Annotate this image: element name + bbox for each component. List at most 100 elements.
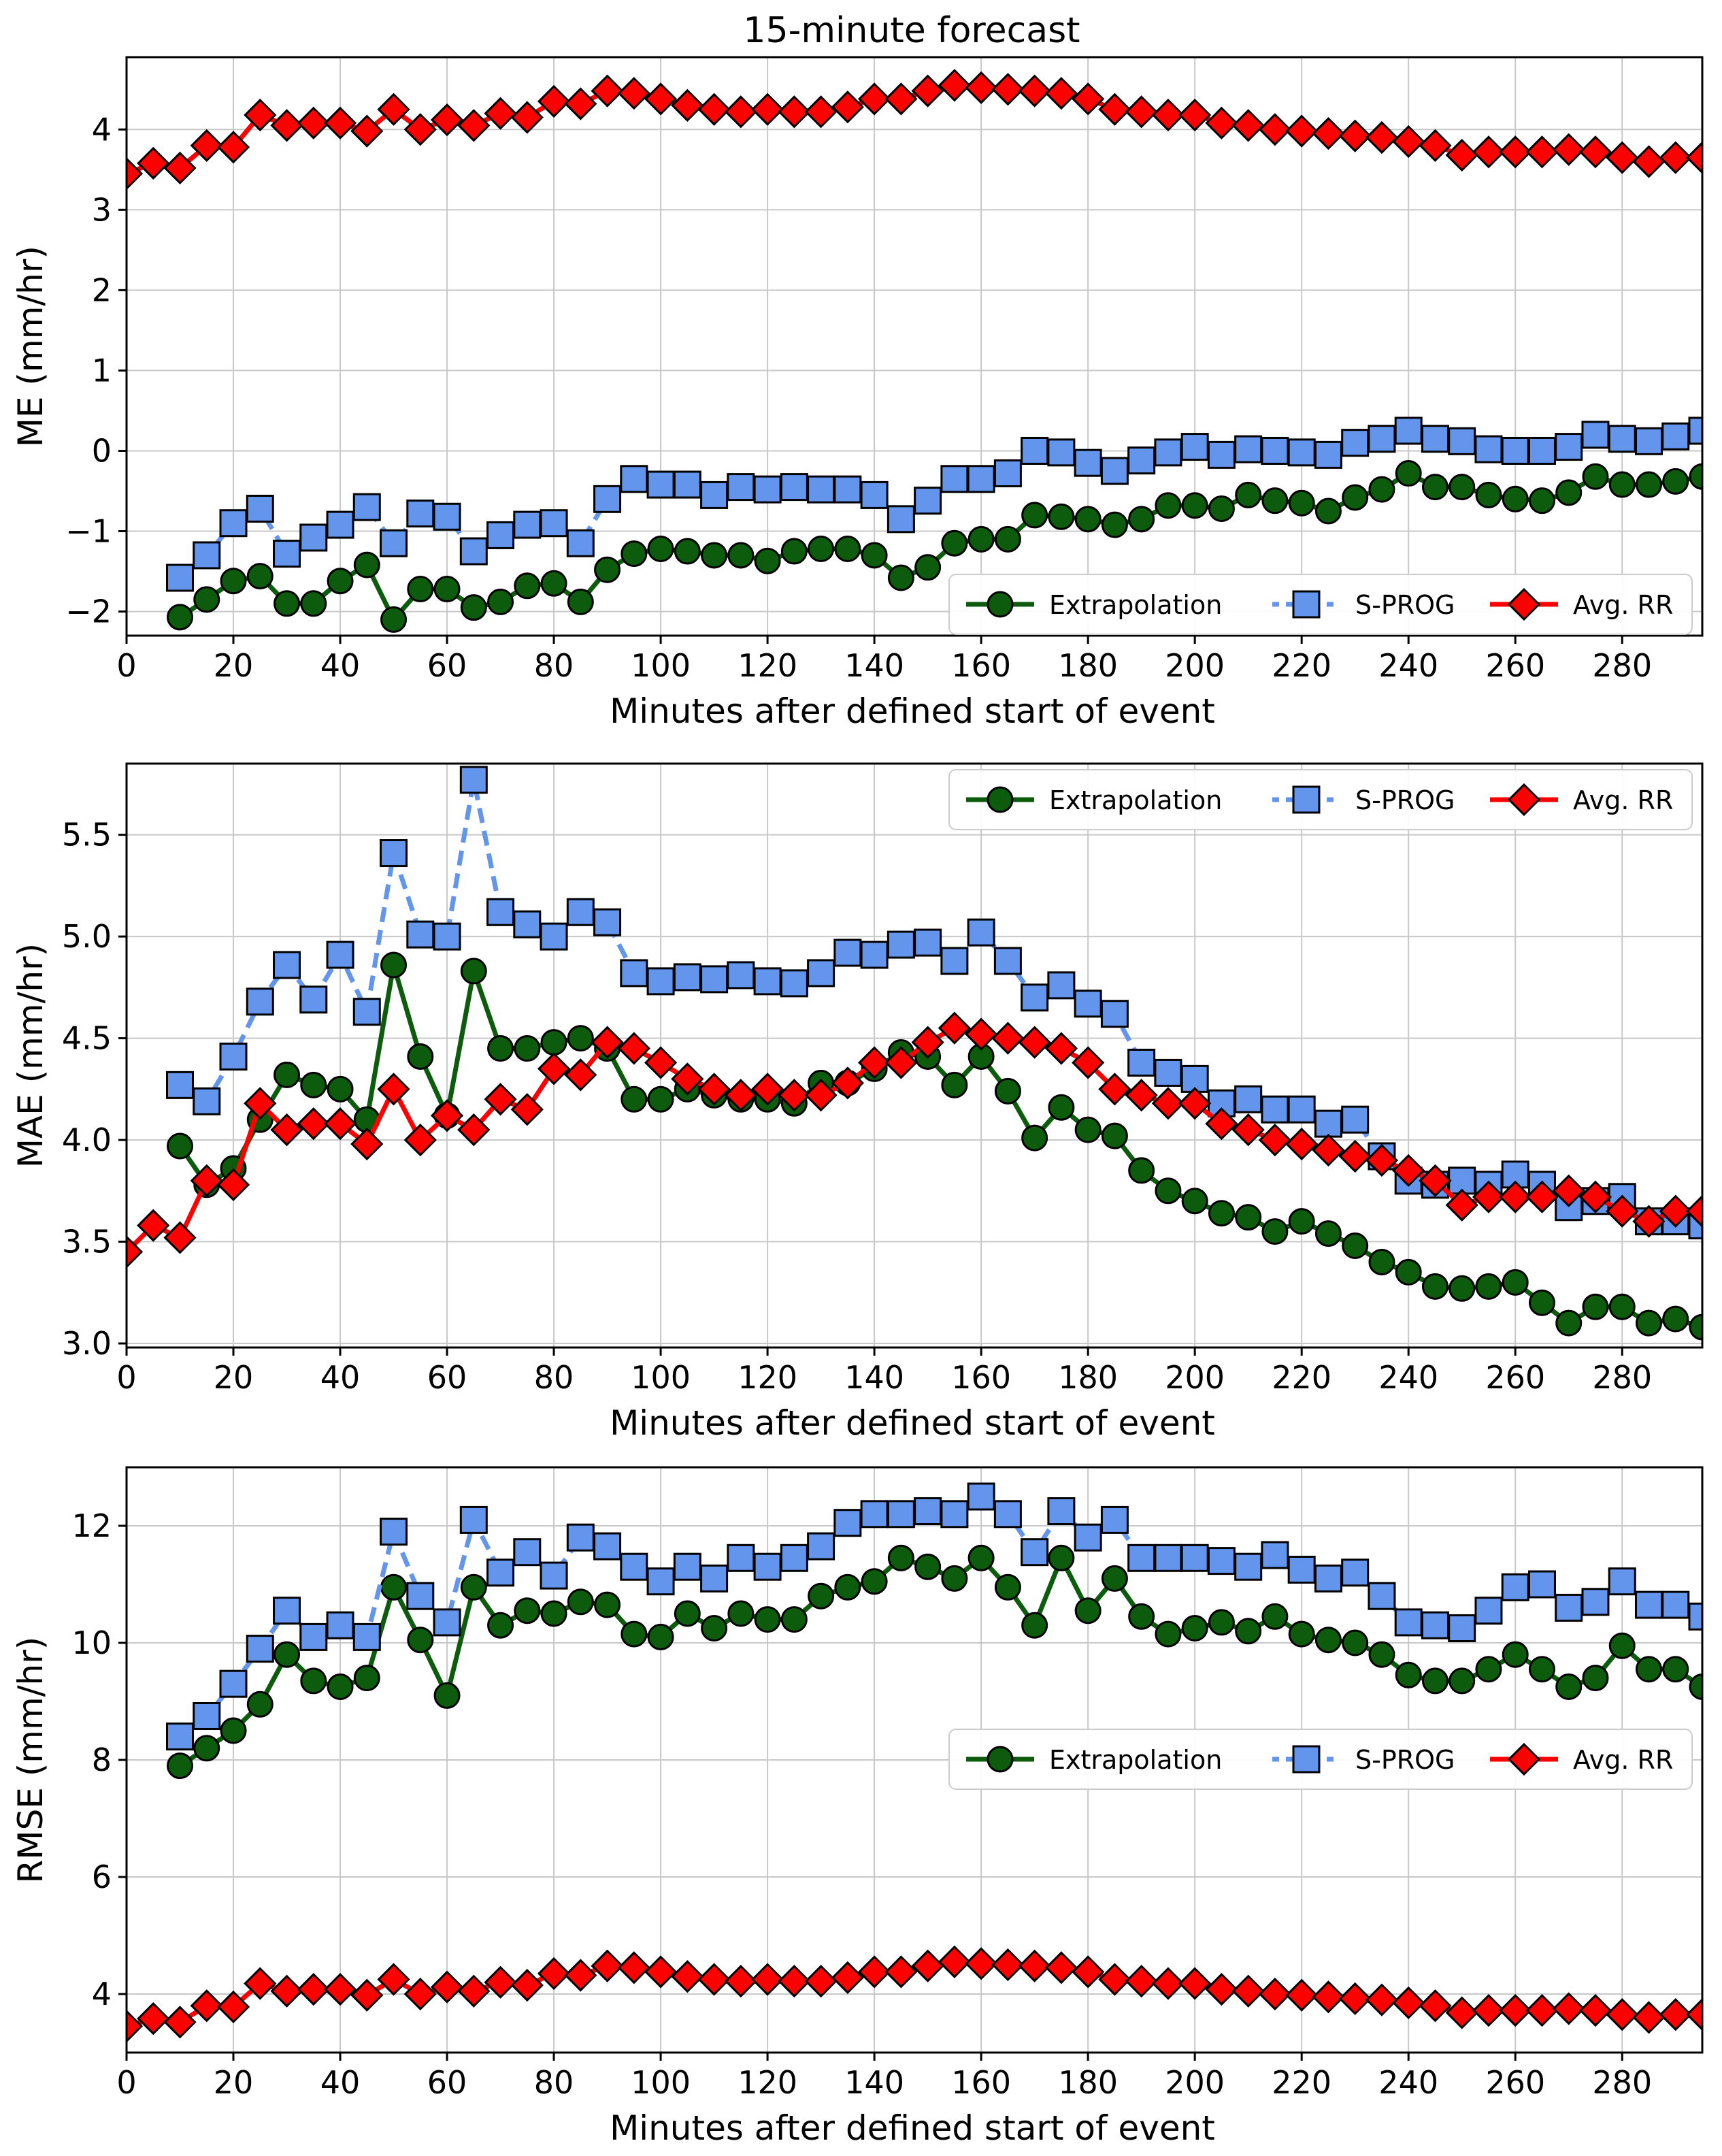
data-point-avg-rr	[1044, 1032, 1078, 1065]
y-tick-label: 5.0	[62, 918, 112, 955]
data-point-avg-rr	[1338, 1982, 1372, 2016]
legend-item-avg-rr: Avg. RR	[1490, 783, 1673, 817]
x-tick-label: 20	[214, 647, 254, 684]
data-point-s-prog	[700, 480, 729, 509]
data-point-s-prog	[993, 947, 1022, 975]
data-point-s-prog	[1154, 438, 1182, 467]
x-axis-label: Minutes after defined start of event	[610, 1403, 1215, 1443]
data-point-extrapolation	[674, 538, 701, 565]
data-point-s-prog	[807, 1532, 835, 1561]
data-point-s-prog	[1421, 1611, 1449, 1639]
data-point-avg-rr	[804, 1079, 838, 1112]
data-point-avg-rr	[1552, 133, 1585, 166]
data-point-avg-rr	[1419, 1989, 1452, 2023]
data-point-extrapolation	[1528, 1289, 1555, 1316]
data-point-s-prog	[246, 1635, 274, 1663]
data-point-avg-rr	[1098, 93, 1131, 126]
data-point-avg-rr	[297, 1972, 330, 2006]
data-point-s-prog	[1180, 433, 1209, 461]
x-tick-label: 180	[1058, 2064, 1118, 2101]
data-point-extrapolation	[407, 576, 434, 603]
data-point-extrapolation	[861, 1568, 888, 1595]
data-point-s-prog	[940, 465, 969, 493]
plot-area	[127, 69, 1702, 633]
data-point-s-prog	[993, 459, 1022, 488]
data-point-extrapolation	[1021, 502, 1048, 529]
data-point-extrapolation	[1261, 1218, 1289, 1245]
data-point-s-prog	[1661, 422, 1690, 451]
data-point-extrapolation	[1662, 1656, 1689, 1683]
data-point-extrapolation	[1048, 503, 1075, 530]
legend-label-extrapolation: Extrapolation	[1049, 1745, 1222, 1775]
data-point-extrapolation	[1288, 1208, 1315, 1235]
data-point-s-prog	[1474, 435, 1503, 463]
x-tick-label: 260	[1485, 1359, 1545, 1396]
data-point-avg-rr	[1098, 1963, 1131, 1996]
data-point-avg-rr	[1018, 1026, 1051, 1059]
data-point-s-prog	[993, 1500, 1022, 1529]
x-tick-label: 100	[631, 1359, 691, 1396]
data-point-avg-rr	[724, 1079, 757, 1112]
data-point-extrapolation	[780, 1606, 808, 1633]
data-point-s-prog	[860, 480, 889, 509]
data-point-extrapolation	[567, 588, 594, 615]
data-point-s-prog	[753, 967, 782, 996]
data-point-avg-rr	[1072, 1955, 1105, 1989]
data-point-s-prog	[166, 564, 195, 592]
data-point-s-prog	[433, 922, 461, 951]
data-point-extrapolation	[1475, 481, 1502, 508]
data-point-avg-rr	[457, 1974, 491, 2008]
data-point-s-prog	[780, 1544, 808, 1572]
data-point-extrapolation	[1582, 1293, 1609, 1320]
data-point-avg-rr	[991, 1022, 1025, 1055]
x-tick-label: 20	[214, 1359, 254, 1396]
data-point-extrapolation	[1555, 1309, 1583, 1337]
data-point-s-prog	[380, 839, 408, 868]
data-point-avg-rr	[137, 2002, 170, 2036]
legend-item-s-prog: S-PROG	[1272, 785, 1455, 815]
data-point-s-prog	[940, 947, 969, 975]
y-tick-label: 4.5	[62, 1020, 112, 1057]
data-point-avg-rr	[564, 1058, 597, 1092]
x-tick-label: 160	[951, 647, 1011, 684]
data-point-avg-rr	[1419, 129, 1452, 162]
data-point-avg-rr	[965, 1017, 998, 1051]
axes-frame	[125, 762, 1704, 1349]
data-point-extrapolation	[433, 1682, 461, 1709]
data-point-avg-rr	[510, 1093, 544, 1126]
data-point-extrapolation	[834, 536, 861, 562]
data-point-s-prog	[593, 485, 622, 513]
data-point-s-prog	[1448, 427, 1476, 455]
data-point-s-prog	[1127, 1544, 1156, 1572]
data-point-avg-rr	[911, 74, 944, 108]
data-point-extrapolation	[1128, 1157, 1155, 1184]
data-point-avg-rr	[403, 1977, 437, 2011]
data-point-avg-rr	[617, 77, 650, 110]
data-point-avg-rr	[1659, 141, 1692, 174]
data-point-s-prog	[513, 510, 542, 539]
series-avg-rr	[127, 69, 1702, 191]
data-point-avg-rr	[1338, 1139, 1372, 1173]
data-point-avg-rr	[564, 1959, 597, 1992]
data-point-s-prog	[406, 920, 435, 949]
data-point-s-prog	[1154, 1058, 1182, 1087]
data-point-avg-rr	[190, 129, 223, 162]
data-point-extrapolation	[1101, 1565, 1128, 1592]
data-point-s-prog	[1180, 1544, 1209, 1572]
data-point-extrapolation	[567, 1588, 594, 1616]
data-point-extrapolation	[327, 1673, 354, 1700]
data-point-s-prog	[1314, 1564, 1342, 1592]
data-point-avg-rr	[831, 91, 864, 124]
data-point-s-prog	[1021, 983, 1049, 1012]
data-point-extrapolation	[1208, 1200, 1235, 1227]
data-point-avg-rr	[697, 1073, 731, 1106]
legend-item-extrapolation: Extrapolation	[966, 785, 1222, 815]
data-point-extrapolation	[540, 1029, 567, 1056]
data-point-avg-rr	[297, 1107, 330, 1141]
data-point-avg-rr	[1044, 1951, 1078, 1984]
data-point-extrapolation	[407, 1043, 434, 1070]
data-point-avg-rr	[724, 95, 757, 129]
data-point-s-prog	[727, 473, 755, 502]
data-point-s-prog	[1581, 1588, 1610, 1616]
data-point-s-prog	[433, 1608, 461, 1637]
